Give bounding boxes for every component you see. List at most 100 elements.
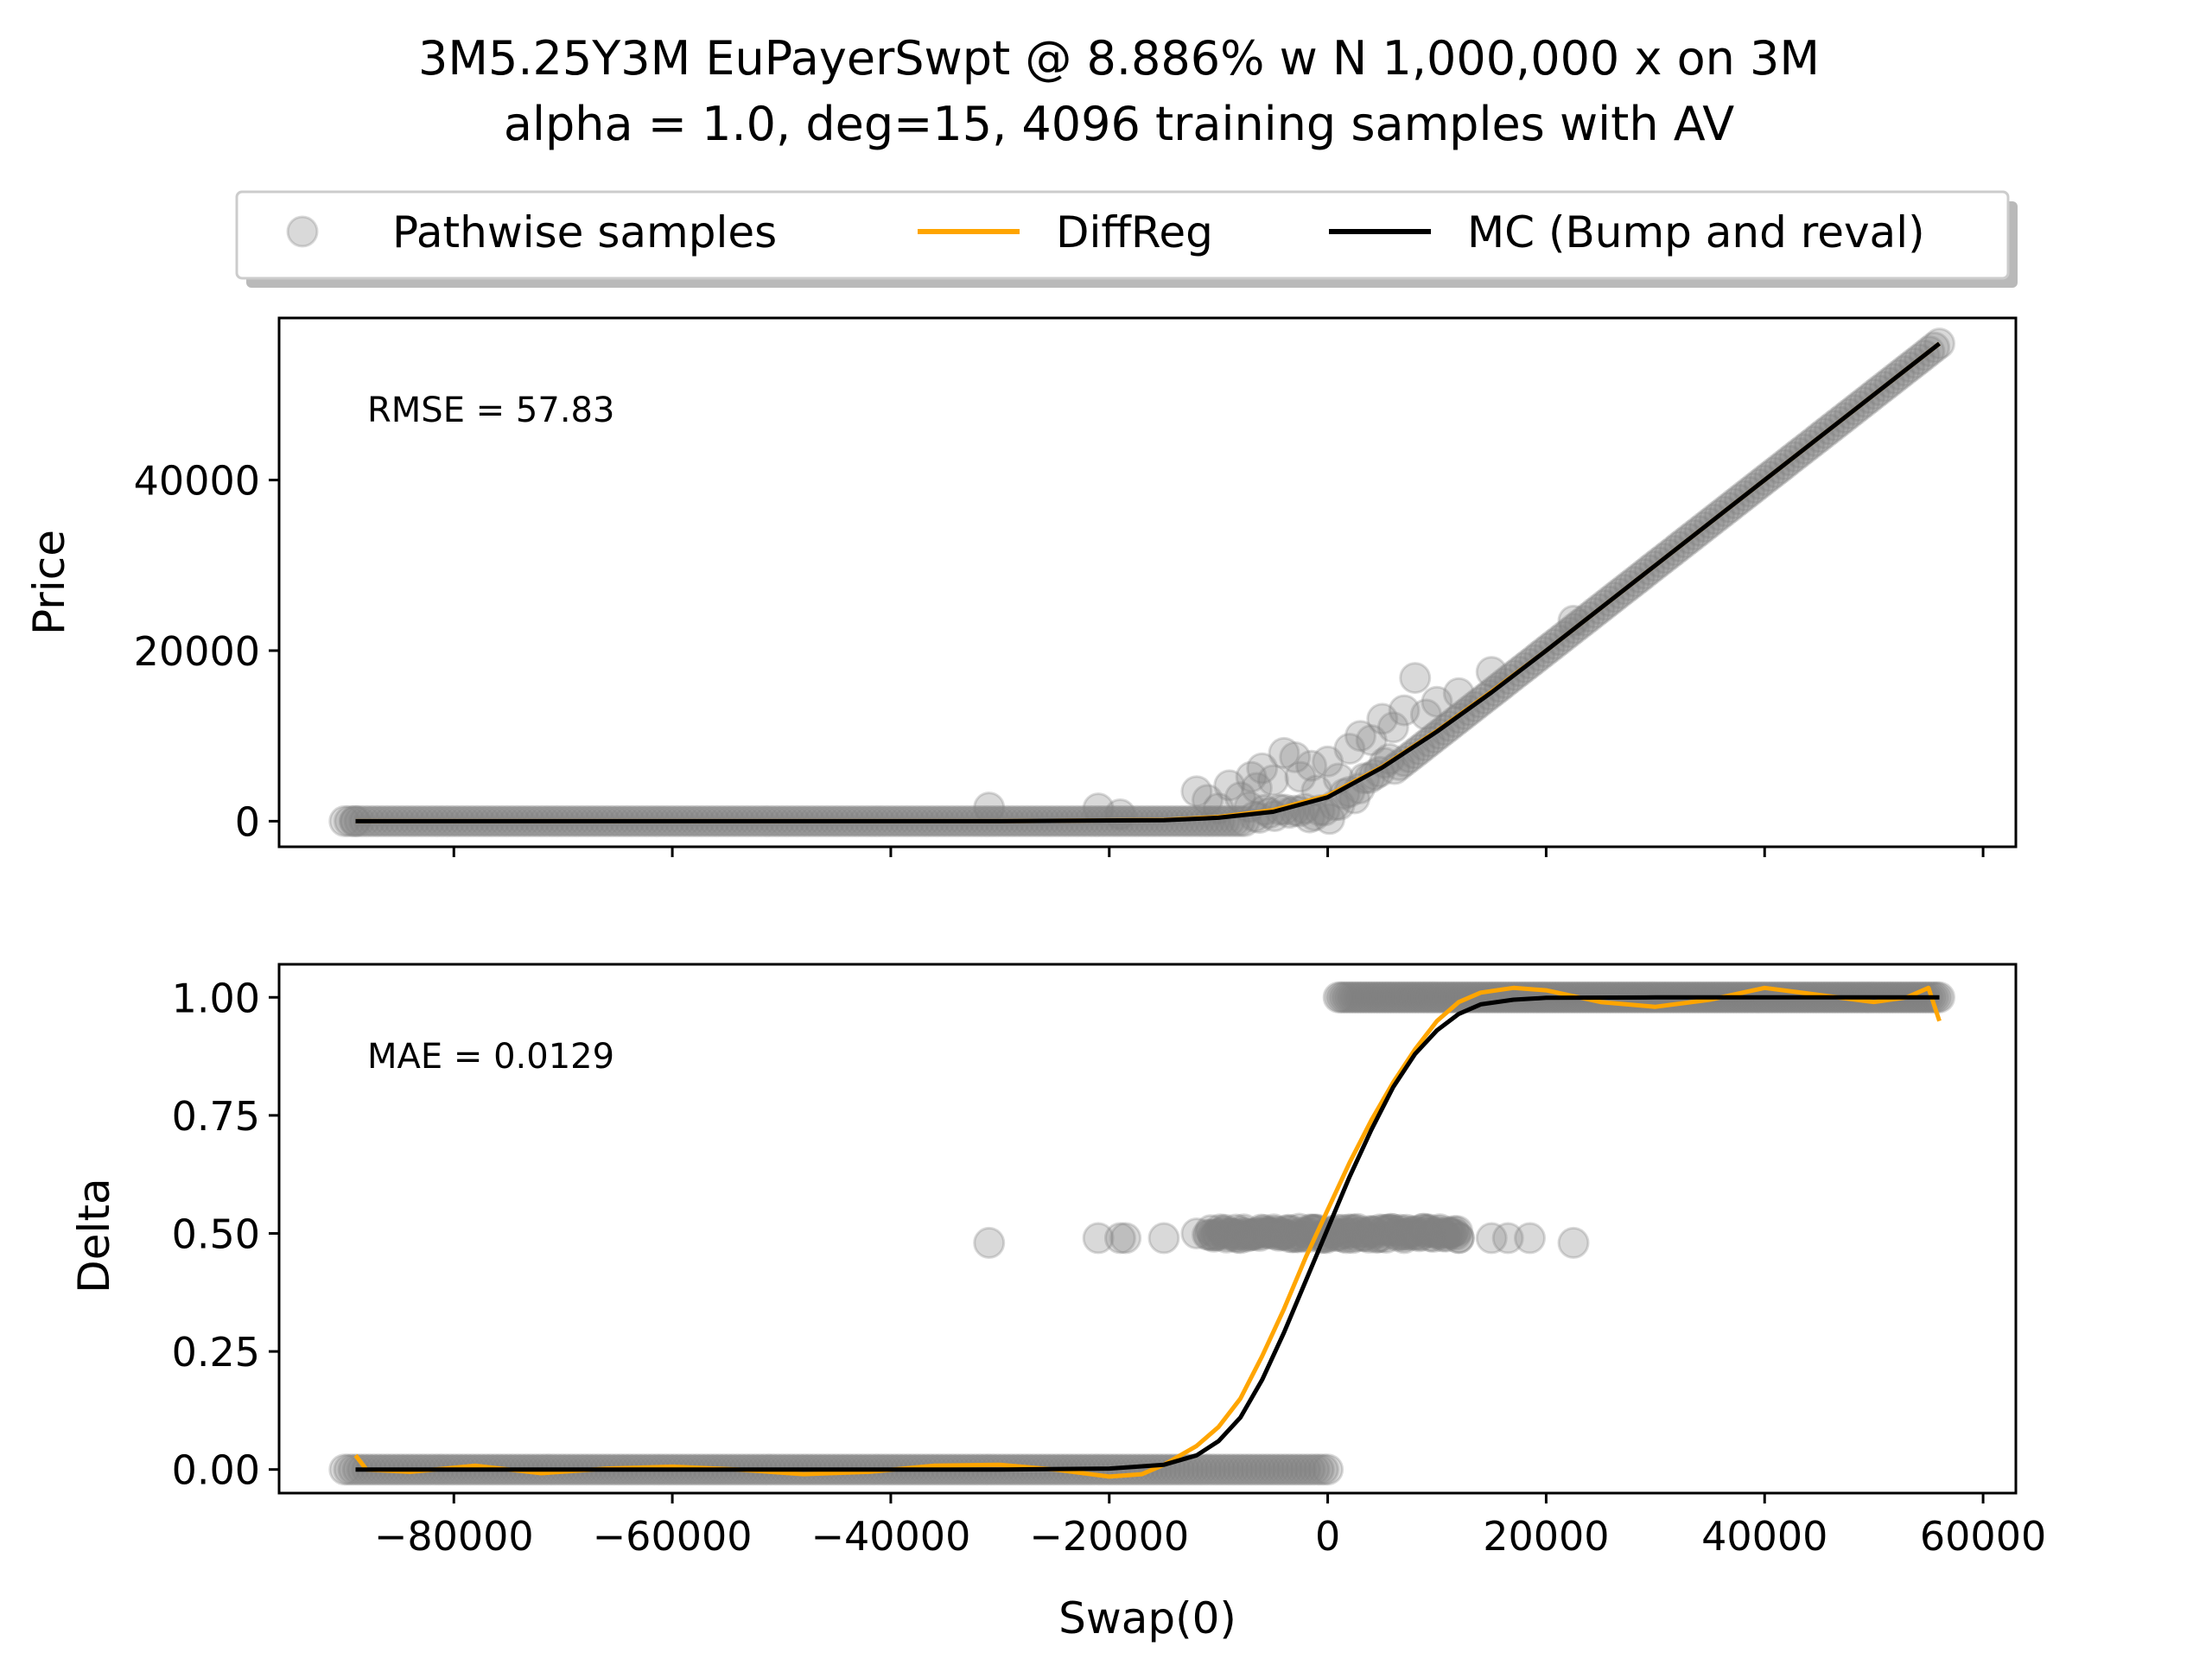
delta-sample-point (1436, 1217, 1469, 1249)
delta-sample-point (1350, 981, 1382, 1014)
delta-sample-point (1400, 1215, 1433, 1248)
delta-sample-point (1427, 1220, 1459, 1253)
delta-sample-point (1226, 1453, 1259, 1486)
delta-sample-point (1430, 1220, 1463, 1253)
delta-sample-point (1209, 1213, 1242, 1246)
delta-sample-point (1385, 981, 1418, 1014)
delta-sample-point (1194, 1214, 1227, 1247)
delta-sample-point (1280, 1220, 1313, 1253)
delta-sample-point (1371, 981, 1404, 1014)
delta-sample-point (1253, 1217, 1286, 1249)
delta-sample-point (1264, 1217, 1297, 1249)
price-sample-point (1376, 711, 1409, 744)
delta-sample-point (1368, 1213, 1401, 1246)
price-ylabel: Price (24, 530, 74, 635)
delta-sample-point (1358, 981, 1390, 1014)
delta-sample-point (1147, 1222, 1180, 1255)
price-sample-point (1192, 784, 1224, 817)
delta-sample-point (1284, 1453, 1317, 1486)
delta-sample-point (1331, 981, 1363, 1014)
price-sample-point (1399, 662, 1432, 695)
delta-sample-point (1237, 1217, 1270, 1250)
delta-sample-point (1363, 1213, 1396, 1246)
price-sample-point (1421, 685, 1453, 718)
delta-sample-point (1103, 1222, 1136, 1255)
delta-sample-point (1424, 981, 1457, 1014)
delta-sample-point (1253, 1453, 1286, 1486)
delta-sample-point (1376, 1213, 1408, 1245)
delta-sample-point (1343, 1217, 1376, 1249)
delta-ylabel: Delta (69, 1178, 119, 1293)
delta-sample-point (1306, 1453, 1339, 1486)
delta-sample-point (1360, 1222, 1393, 1255)
delta-sample-point (1230, 1220, 1263, 1253)
price-sample-point (1224, 781, 1256, 814)
delta-sample-point (1342, 981, 1374, 1014)
delta-sample-point (1208, 1453, 1241, 1486)
delta-sample-point (1226, 1216, 1259, 1249)
delta-sample-point (1234, 1219, 1267, 1252)
delta-sample-point (1257, 1453, 1290, 1486)
delta-sample-point (1367, 1215, 1399, 1248)
delta-sample-point (1240, 1453, 1272, 1486)
delta-sample-point (1391, 981, 1424, 1014)
delta-sample-point (1411, 1213, 1444, 1246)
delta-sample-point (1379, 1217, 1412, 1250)
delta-sample-point (1327, 1221, 1360, 1254)
delta-sample-point (1211, 1219, 1244, 1252)
delta-sample-point (1440, 1218, 1472, 1251)
delta-sample-point (1333, 1217, 1366, 1249)
delta-sample-point (1338, 981, 1371, 1014)
delta-sample-point (1336, 981, 1369, 1014)
delta-sample-point (1349, 1220, 1382, 1253)
delta-sample-point (1278, 1218, 1311, 1250)
delta-sample-point (1322, 981, 1355, 1014)
delta-sample-point (1180, 1217, 1213, 1249)
delta-sample-point (1262, 1453, 1294, 1486)
delta-ytick-label: 0.50 (172, 1211, 260, 1257)
delta-sample-point (1357, 1215, 1389, 1248)
delta-sample-point (1384, 1213, 1417, 1246)
delta-sample-point (1347, 981, 1380, 1014)
delta-sample-point (1333, 981, 1366, 1014)
delta-sample-point (1271, 1453, 1304, 1486)
delta-sample-point (1337, 1222, 1370, 1255)
delta-sample-point (1224, 1218, 1257, 1251)
delta-sample-point (1262, 1219, 1295, 1252)
delta-sample-point (1442, 1222, 1475, 1255)
delta-ytick-label: 0.25 (172, 1329, 260, 1376)
delta-sample-point (1433, 1217, 1465, 1249)
delta-sample-point (1243, 1219, 1276, 1252)
price-sample-point (1408, 729, 1441, 762)
delta-sample-point (1232, 1218, 1265, 1250)
delta-sample-point (1274, 1214, 1307, 1247)
delta-sample-point (1185, 1453, 1218, 1486)
delta-sample-point (1377, 1215, 1410, 1248)
delta-sample-point (1248, 1214, 1281, 1246)
price-sample-point (1344, 720, 1376, 753)
delta-sample-point (1358, 1217, 1391, 1249)
delta-sample-point (1204, 1213, 1236, 1246)
delta-xtick-label: −80000 (374, 1513, 534, 1560)
price-sample-point (1268, 736, 1300, 769)
delta-xtick-label: 40000 (1701, 1513, 1827, 1560)
delta-sample-point (1371, 1213, 1404, 1246)
delta-xtick-label: −40000 (810, 1513, 970, 1560)
delta-sample-point (1362, 1221, 1395, 1254)
delta-sample-point (1204, 1453, 1236, 1486)
delta-sample-point (1332, 1213, 1364, 1246)
delta-sample-point (1335, 1213, 1368, 1246)
delta-sample-point (1217, 1453, 1249, 1486)
price-x-ticks (452, 847, 1985, 857)
delta-sample-point (1109, 1222, 1142, 1255)
delta-panel: 0.000.250.500.751.00 −80000 −60000 −40000−… (69, 963, 2046, 1643)
delta-sample-point (1348, 1220, 1381, 1252)
delta-sample-point (1211, 1221, 1243, 1254)
delta-sample-point (1329, 1217, 1362, 1250)
delta-sample-point (1370, 1222, 1402, 1254)
delta-sample-point (1221, 1221, 1254, 1254)
delta-sample-point (1399, 981, 1432, 1014)
delta-sample-point (1294, 1453, 1326, 1486)
delta-line-layer (353, 985, 1942, 1479)
delta-y-ticks: 0.00 0.25 0.50 0.75 1.00 (172, 975, 279, 1494)
